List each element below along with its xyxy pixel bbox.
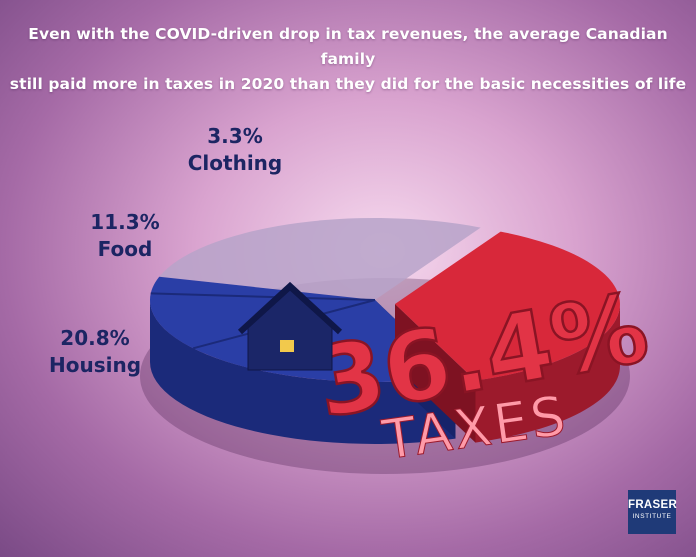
logo-line-2: INSTITUTE: [632, 513, 672, 520]
slice-taxes-top: [395, 231, 620, 381]
clothing-value: 3.3%: [207, 124, 263, 148]
slice-boundary-food: [150, 292, 376, 301]
title-line-1: Even with the COVID-driven drop in tax r…: [28, 25, 668, 68]
title-line-2: still paid more in taxes in 2020 than th…: [9, 75, 687, 93]
clothing-name: Clothing: [187, 151, 283, 175]
slice-other-top: [159, 217, 481, 300]
housing-label: 20.8% Housing: [30, 325, 160, 379]
housing-value: 20.8%: [60, 326, 130, 350]
slice-necessities-side: [150, 300, 456, 444]
food-name: Food: [97, 237, 153, 261]
house-window-icon: [280, 340, 294, 352]
logo-line-1: FRASER: [628, 499, 678, 511]
chart-title: Even with the COVID-driven drop in tax r…: [0, 22, 696, 97]
slice-taxes-side: [475, 304, 620, 443]
house-roof-icon: [237, 281, 343, 335]
food-value: 11.3%: [90, 210, 160, 234]
slice-taxes-cut: [395, 304, 476, 443]
fraser-institute-logo: FRASER INSTITUTE: [628, 490, 678, 534]
clothing-label: 3.3% Clothing: [180, 123, 290, 177]
food-label: 11.3% Food: [70, 209, 180, 263]
housing-name: Housing: [48, 353, 142, 377]
